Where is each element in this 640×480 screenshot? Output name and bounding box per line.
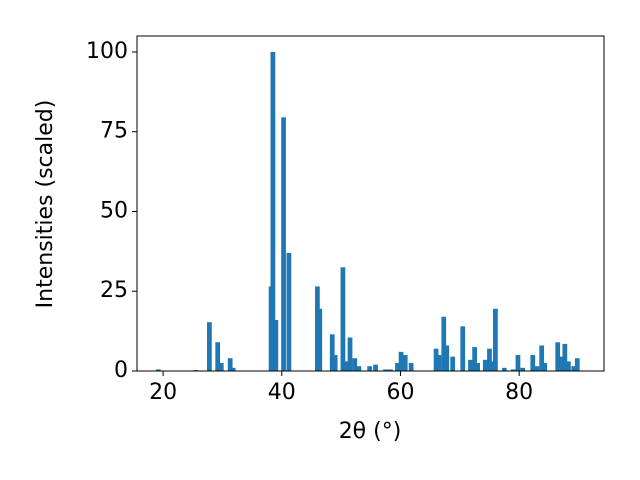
bar xyxy=(286,252,292,371)
bar xyxy=(482,359,488,371)
bar xyxy=(352,358,358,371)
bar xyxy=(218,363,224,371)
bar xyxy=(559,356,565,371)
bar xyxy=(441,316,447,371)
y-tick-label: 75 xyxy=(100,119,128,144)
bar xyxy=(490,361,495,371)
bar xyxy=(227,358,233,371)
bar xyxy=(515,355,521,371)
y-tick-label: 25 xyxy=(100,278,128,303)
bar xyxy=(332,355,338,371)
bar xyxy=(373,364,378,371)
bar xyxy=(493,308,498,371)
bar xyxy=(501,367,507,371)
bar xyxy=(566,361,571,371)
bar xyxy=(329,334,335,371)
bar xyxy=(520,367,526,371)
bar xyxy=(562,343,568,371)
bar xyxy=(408,363,414,371)
x-tick-label: 40 xyxy=(268,380,296,405)
bar xyxy=(317,308,323,371)
bar xyxy=(436,355,442,371)
bar xyxy=(347,337,353,371)
x-tick-label: 20 xyxy=(149,380,177,405)
bar xyxy=(230,367,236,371)
bar xyxy=(367,366,372,371)
y-tick-label: 50 xyxy=(100,198,128,223)
bar xyxy=(281,117,286,371)
bar xyxy=(433,348,439,371)
bar xyxy=(487,348,492,371)
y-tick-label: 0 xyxy=(114,358,128,383)
bar xyxy=(207,322,212,371)
x-tick-label: 80 xyxy=(505,380,533,405)
bar xyxy=(356,366,362,371)
bar xyxy=(395,363,400,371)
bar xyxy=(402,355,408,371)
bar xyxy=(475,363,480,371)
bar xyxy=(472,347,478,371)
x-tick-label: 60 xyxy=(386,380,414,405)
bar xyxy=(273,319,279,371)
y-axis-label: Intensities (scaled) xyxy=(33,100,58,309)
bar xyxy=(398,351,404,371)
bar xyxy=(340,267,346,371)
bar xyxy=(460,326,466,371)
bar xyxy=(155,369,161,371)
bar xyxy=(539,345,545,371)
bar xyxy=(383,369,389,371)
bar xyxy=(534,366,540,371)
bar xyxy=(270,51,276,371)
bar xyxy=(510,369,516,371)
bar xyxy=(571,366,577,371)
bar xyxy=(468,359,473,371)
y-tick-label: 100 xyxy=(86,39,128,64)
bar xyxy=(542,363,548,371)
bar xyxy=(555,342,561,371)
bar xyxy=(450,356,456,371)
plot-frame xyxy=(136,35,605,372)
bar xyxy=(343,361,349,371)
bar xyxy=(530,355,536,371)
bar xyxy=(574,358,580,371)
bar xyxy=(388,369,393,371)
bar xyxy=(215,342,221,371)
x-axis-label: 2θ (°) xyxy=(339,419,402,444)
bar xyxy=(444,345,450,371)
